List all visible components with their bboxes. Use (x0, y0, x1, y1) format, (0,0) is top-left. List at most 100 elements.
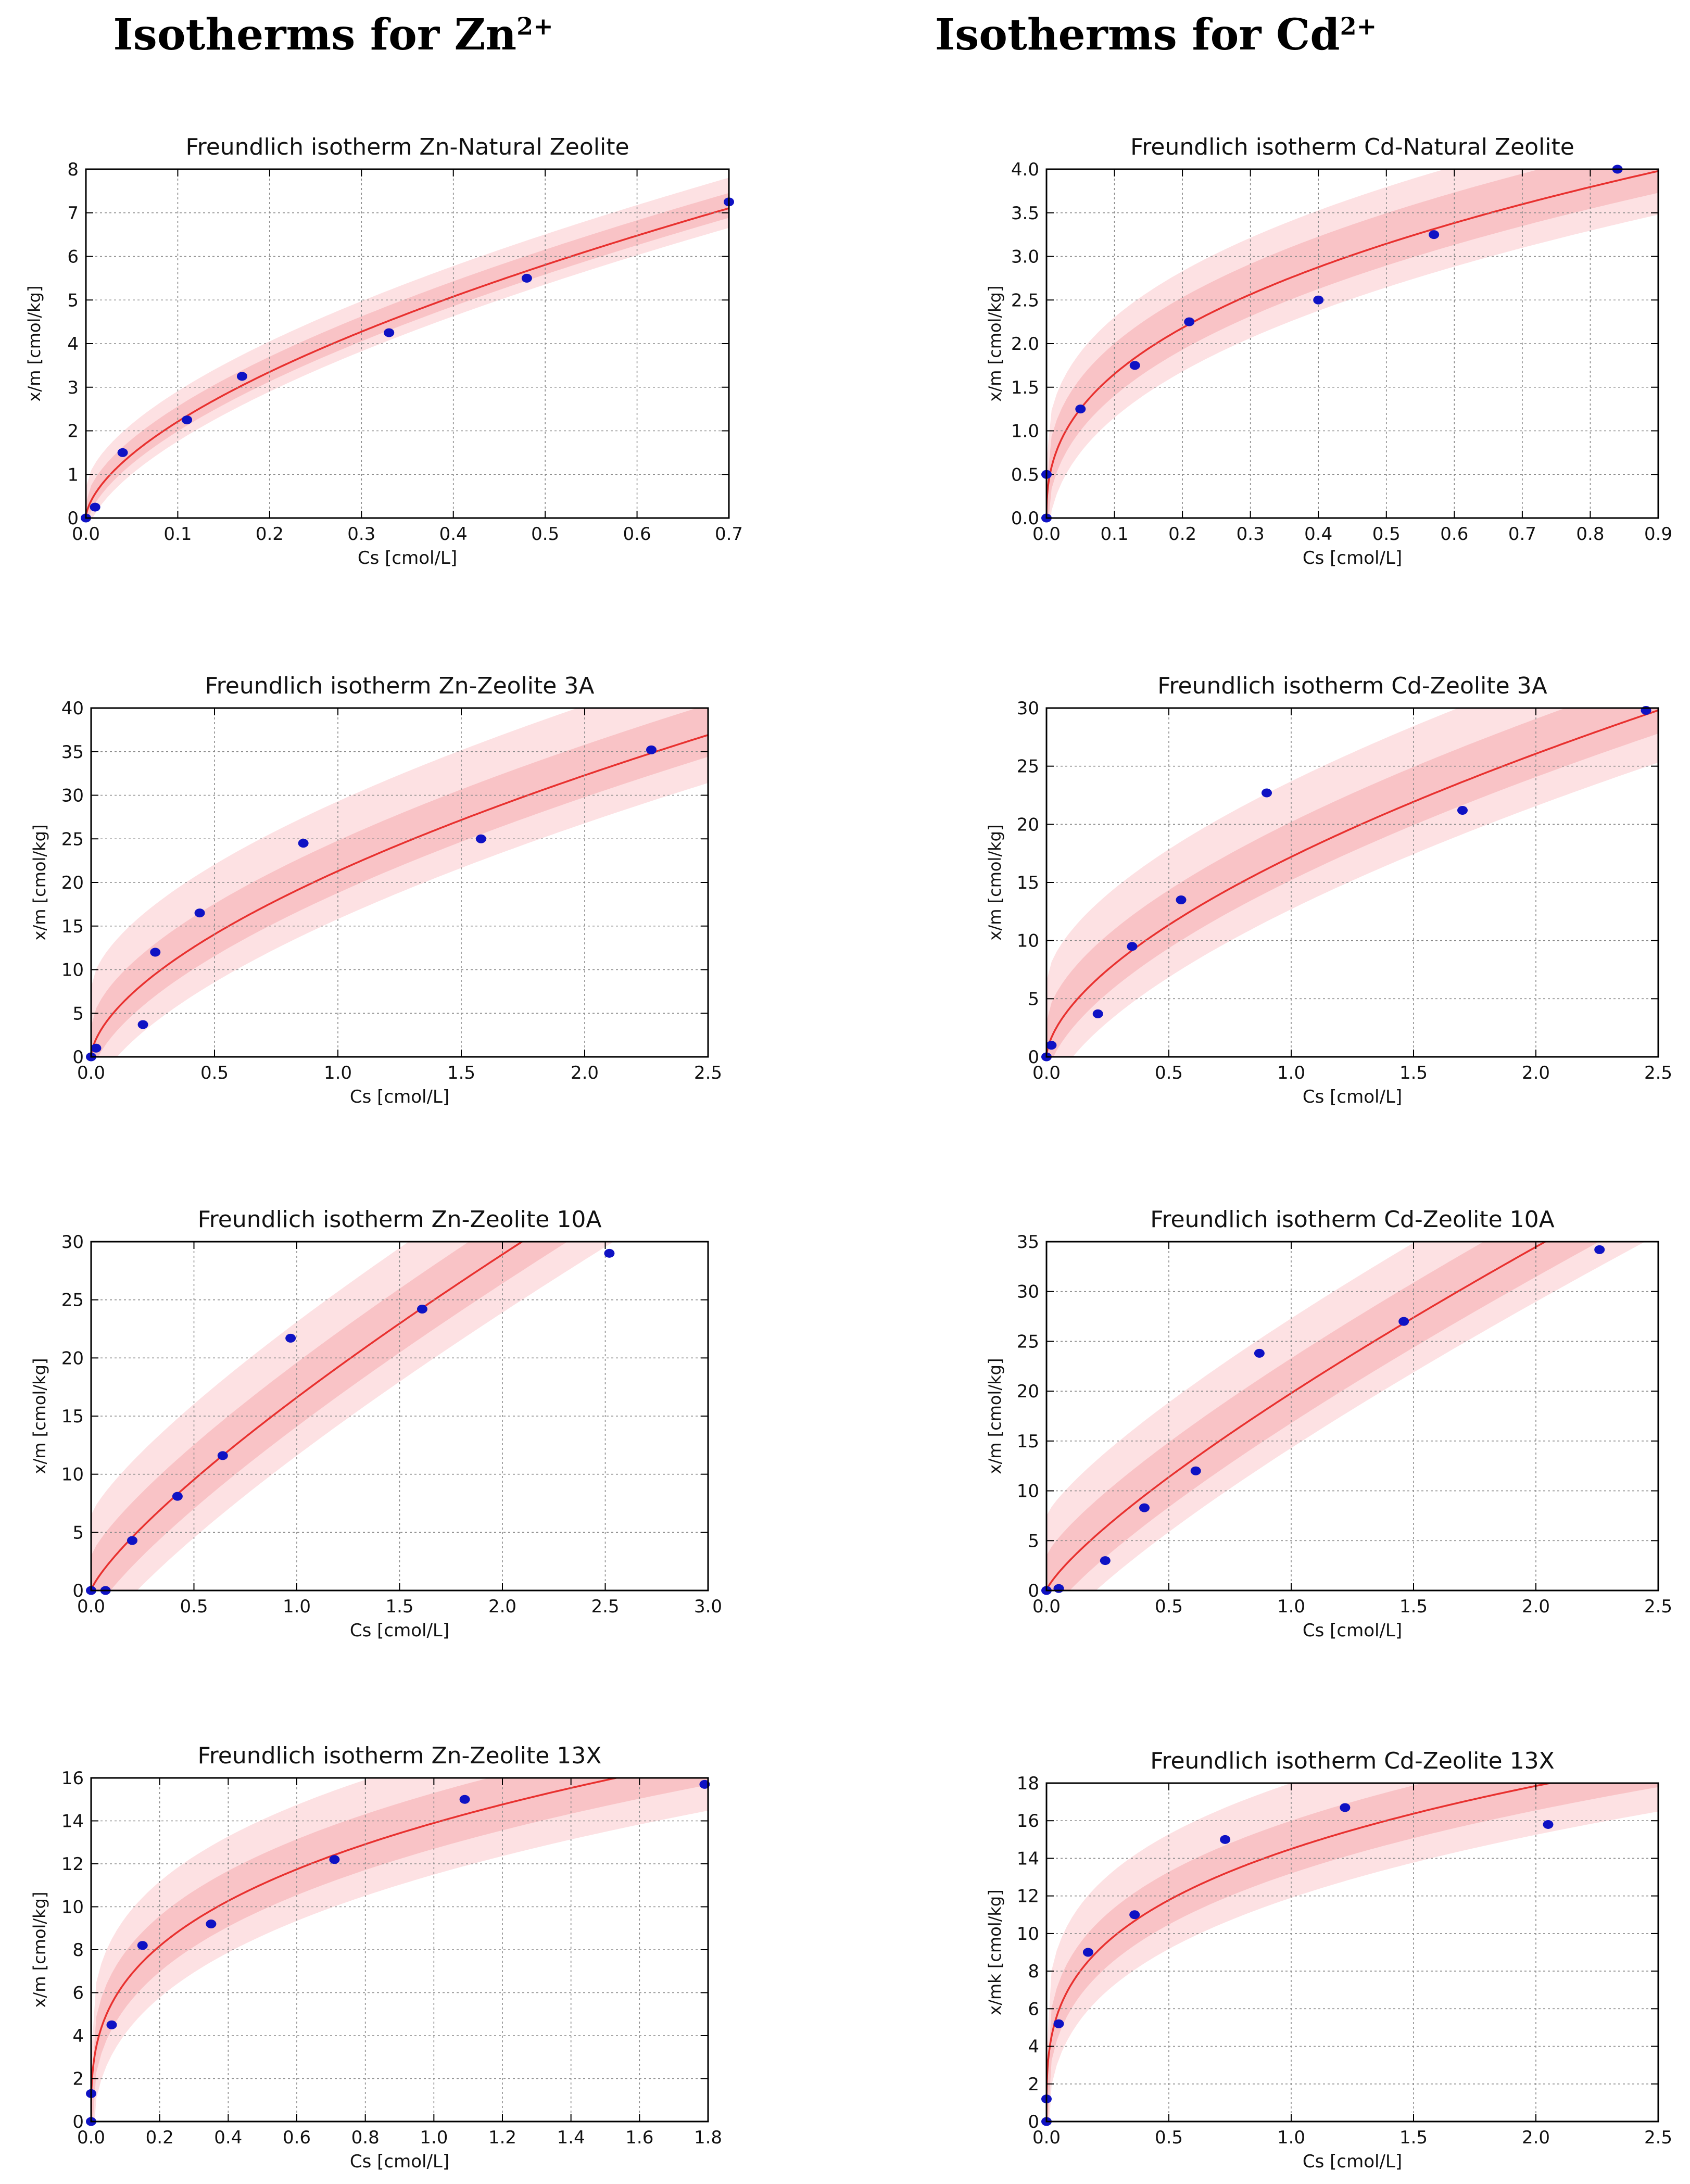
y-tick-label: 2 (1028, 2074, 1039, 2095)
y-tick-label: 25 (61, 829, 84, 850)
y-tick-label: 1 (67, 464, 79, 485)
data-point (329, 1855, 340, 1864)
y-tick-label: 35 (1017, 1232, 1039, 1253)
x-tick-label: 0.0 (1032, 2127, 1061, 2148)
data-point (182, 415, 193, 425)
y-tick-label: 10 (1017, 1481, 1039, 1502)
plot-frame (1045, 1241, 1659, 1592)
x-tick-label: 1.0 (1277, 1063, 1305, 1083)
data-point (1220, 1835, 1231, 1844)
data-point (1053, 1584, 1064, 1593)
freundlich-fit-line (1046, 1783, 1554, 2122)
x-tick-label: 2.5 (1644, 1063, 1672, 1083)
x-tick-label: 0.0 (77, 1063, 105, 1083)
x-tick-label: 0.6 (1440, 524, 1468, 545)
x-tick-label: 1.0 (1277, 1596, 1305, 1617)
y-tick-label: 15 (61, 916, 84, 937)
plot-area (1046, 1242, 1645, 1590)
x-tick-label: 0.2 (256, 524, 284, 545)
data-point (1127, 942, 1138, 951)
x-tick-label: 2.0 (488, 1596, 516, 1617)
y-tick-label: 0 (67, 508, 79, 529)
freundlich-fit-line (1046, 709, 1658, 1057)
y-tick-label: 7 (67, 203, 79, 224)
data-point (1092, 1009, 1103, 1018)
x-tick-label: 0.5 (180, 1596, 208, 1617)
y-tick-label: 2.5 (1011, 290, 1039, 311)
plot-area (91, 708, 708, 1057)
prediction-band (91, 708, 708, 1057)
column-title-cd-charge: 2+ (1340, 12, 1377, 41)
plot-frame (90, 707, 709, 1058)
y-tick-label: 4 (72, 2026, 84, 2047)
data-point (1429, 230, 1440, 239)
data-point (1046, 1041, 1057, 1050)
chart-title: Freundlich isotherm Cd-Zeolite 13X (1150, 1748, 1555, 1774)
y-tick-label: 4 (67, 334, 79, 355)
freundlich-fit-line (91, 734, 708, 1057)
y-tick-label: 20 (1017, 814, 1039, 835)
prediction-band (1046, 1242, 1645, 1590)
y-tick-label: 3.0 (1011, 247, 1039, 268)
x-tick-label: 0.6 (623, 524, 651, 545)
confidence-band (1046, 1783, 1658, 2122)
x-tick-label: 0.5 (1155, 1596, 1183, 1617)
plot-area (91, 1242, 614, 1590)
y-tick-label: 0 (72, 1047, 84, 1068)
data-point (117, 448, 128, 457)
x-tick-label: 2.5 (1644, 1596, 1672, 1617)
prediction-band (91, 1242, 614, 1590)
chart-title: Freundlich isotherm Zn-Zeolite 10A (198, 1206, 602, 1233)
x-axis-label: Cs [cmol/L] (1303, 1620, 1402, 1641)
y-tick-label: 20 (61, 1348, 84, 1369)
data-point (1129, 361, 1140, 370)
chart-cd-zeolite-3a: Freundlich isotherm Cd-Zeolite 3A 0.0 0.5 1… (985, 673, 1672, 1107)
chart-zn-zeolite-3a: Freundlich isotherm Zn-Zeolite 3A 0.0 0.5 1… (30, 673, 722, 1107)
y-tick-label: 8 (67, 159, 79, 180)
y-tick-label: 20 (61, 873, 84, 893)
data-point (1176, 895, 1187, 904)
y-tick-label: 0 (1028, 1581, 1039, 1601)
x-tick-label: 0.0 (1032, 1063, 1061, 1083)
y-tick-label: 10 (61, 960, 84, 981)
confidence-band (91, 708, 708, 1057)
x-tick-label: 0.4 (1304, 524, 1332, 545)
y-tick-label: 2 (67, 421, 79, 442)
data-point (1129, 1910, 1140, 1920)
y-tick-label: 10 (1017, 1924, 1039, 1945)
x-tick-label: 0.5 (531, 524, 559, 545)
data-point (1457, 806, 1468, 815)
data-point (1340, 1803, 1351, 1812)
x-tick-label: 0.2 (146, 2127, 174, 2148)
data-point (384, 328, 395, 337)
x-tick-label: 1.4 (557, 2127, 585, 2148)
confidence-band (86, 193, 729, 518)
x-tick-label: 2.0 (1522, 1596, 1550, 1617)
y-axis-label: x/m [cmol/kg] (985, 286, 1005, 402)
y-tick-label: 3 (67, 377, 79, 398)
data-point (285, 1333, 296, 1343)
data-point (90, 502, 100, 512)
y-tick-label: 1.0 (1011, 421, 1039, 442)
chart-cd-natural-zeolite: Freundlich isotherm Cd-Natural Zeolite 0.… (985, 134, 1672, 569)
data-point (217, 1451, 228, 1460)
data-point (1082, 1948, 1093, 1957)
data-point (236, 372, 247, 381)
y-tick-label: 0 (72, 1581, 84, 1601)
x-tick-label: 0.0 (1032, 1596, 1061, 1617)
y-tick-label: 5 (72, 1003, 84, 1024)
x-tick-label: 0.9 (1644, 524, 1672, 545)
y-axis-label: x/mk [cmol/kg] (985, 1889, 1005, 2015)
y-tick-label: 8 (72, 1940, 84, 1961)
x-tick-label: 0.4 (214, 2127, 242, 2148)
y-axis-label: x/m [cmol/kg] (24, 286, 44, 402)
x-tick-label: 0.7 (1508, 524, 1536, 545)
x-axis-label: Cs [cmol/L] (350, 1620, 449, 1641)
chart-title: Freundlich isotherm Cd-Zeolite 3A (1157, 673, 1547, 699)
chart-title: Freundlich isotherm Cd-Natural Zeolite (1130, 134, 1574, 160)
chart-zn-zeolite-10a: Freundlich isotherm Zn-Zeolite 10A 0.0 0.5… (30, 1206, 722, 1641)
x-tick-label: 1.5 (385, 1596, 413, 1617)
x-axis-label: Cs [cmol/L] (358, 548, 457, 569)
data-point (137, 1941, 148, 1950)
x-tick-label: 1.0 (324, 1063, 352, 1083)
